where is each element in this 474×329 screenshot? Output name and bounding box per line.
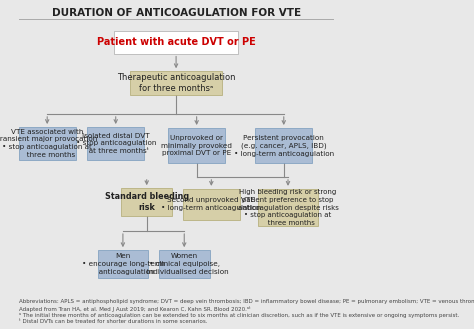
FancyBboxPatch shape: [255, 128, 312, 163]
Text: DURATION OF ANTICOAGULATION FOR VTE: DURATION OF ANTICOAGULATION FOR VTE: [52, 8, 301, 18]
FancyBboxPatch shape: [258, 189, 318, 226]
Text: Persistent provocation
(e.g. cancer, APLS, IBD)
• long-term anticoagulation: Persistent provocation (e.g. cancer, APL…: [234, 135, 334, 157]
FancyBboxPatch shape: [87, 127, 144, 160]
Text: VTE associated with
transient major provocation
• stop anticoagulation at
   thr: VTE associated with transient major prov…: [0, 129, 97, 158]
Text: Men
• encourage long-term
   anticoagulation: Men • encourage long-term anticoagulatio…: [82, 253, 164, 275]
FancyBboxPatch shape: [114, 31, 238, 54]
Text: Adapted from Tran HA, et al. Med J Aust 2019; and Kearon C, Kahn SR. Blood 2020.: Adapted from Tran HA, et al. Med J Aust …: [19, 306, 251, 312]
FancyBboxPatch shape: [98, 250, 148, 278]
Text: Abbreviations: APLS = antiphospholipid syndrome; DVT = deep vein thrombosis; IBD: Abbreviations: APLS = antiphospholipid s…: [19, 299, 474, 304]
Text: Isolated distal DVT
• stop anticoagulation
   at three monthsᵗ: Isolated distal DVT • stop anticoagulati…: [75, 133, 156, 154]
Text: Unprovoked or
minimally provoked
proximal DVT or PE: Unprovoked or minimally provoked proxima…: [161, 135, 232, 156]
FancyBboxPatch shape: [130, 71, 222, 95]
FancyBboxPatch shape: [159, 250, 210, 278]
FancyBboxPatch shape: [18, 127, 76, 160]
Text: ᵗ Distal DVTs can be treated for shorter durations in some scenarios.: ᵗ Distal DVTs can be treated for shorter…: [19, 319, 208, 324]
Text: High bleeding risk or strong
patient preference to stop
anticoagulation despite : High bleeding risk or strong patient pre…: [237, 189, 338, 226]
Text: Second unprovoked VTE
• long-term anticoagulation: Second unprovoked VTE • long-term antico…: [161, 197, 261, 211]
Text: Patient with acute DVT or PE: Patient with acute DVT or PE: [97, 37, 255, 47]
Text: ᵃ The initial three months of anticoagulation can be extended to six months at c: ᵃ The initial three months of anticoagul…: [19, 313, 460, 317]
FancyBboxPatch shape: [168, 128, 225, 163]
Text: Therapeutic anticoagulation
for three monthsᵃ: Therapeutic anticoagulation for three mo…: [117, 73, 235, 93]
Text: Standard bleeding
risk: Standard bleeding risk: [105, 192, 189, 212]
Text: Women
• clinical equipoise,
   individualised decision: Women • clinical equipoise, individualis…: [140, 253, 228, 275]
FancyBboxPatch shape: [183, 189, 240, 220]
FancyBboxPatch shape: [121, 188, 172, 216]
